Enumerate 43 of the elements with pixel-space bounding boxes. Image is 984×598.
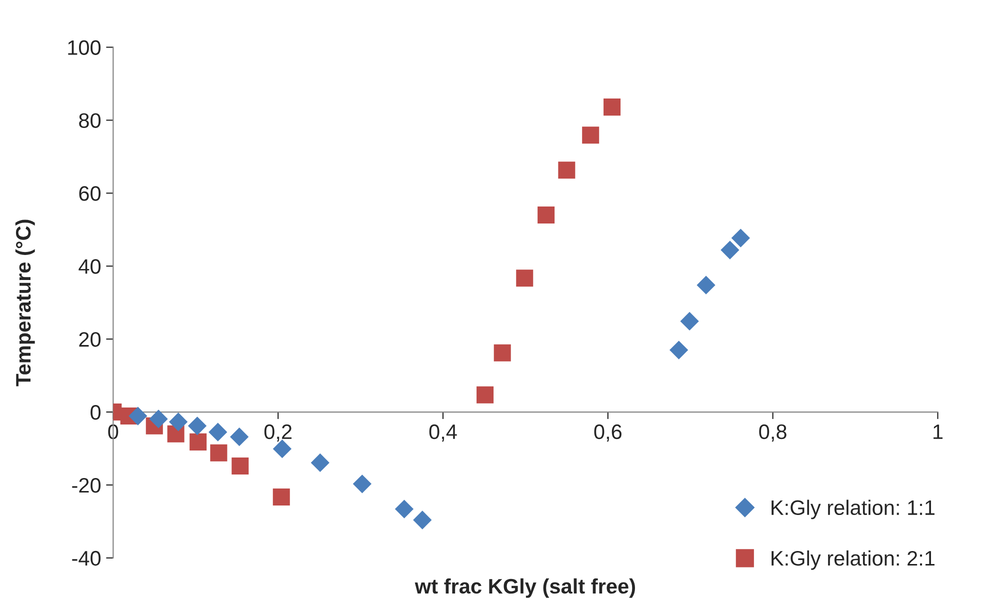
point: [413, 510, 432, 530]
point: [208, 422, 228, 442]
y-tick-label: 60: [79, 186, 101, 201]
point: [128, 406, 148, 426]
point: [232, 458, 249, 475]
point: [210, 444, 228, 462]
x-tick-label: 0,6: [594, 424, 622, 442]
x-tick-label: 0,8: [759, 424, 786, 442]
point: [230, 428, 249, 446]
y-tick-label: 20: [79, 332, 101, 347]
point: [352, 474, 372, 494]
point: [680, 312, 699, 331]
point: [720, 240, 740, 260]
point: [188, 416, 207, 436]
point: [516, 270, 534, 287]
point: [670, 340, 688, 360]
point: [149, 410, 168, 428]
y-tick-label: -20: [72, 478, 101, 493]
legend-label: K:Gly relation: 1:1: [772, 500, 934, 520]
y-axis-title: Temperature (°C): [15, 220, 35, 386]
point: [604, 98, 621, 116]
y-tick-label: 40: [78, 259, 101, 274]
point: [272, 488, 290, 506]
point: [190, 433, 207, 450]
point: [310, 453, 330, 472]
y-tick-label: 0: [90, 405, 101, 420]
point: [476, 386, 494, 404]
x-axis-title: wt frac KGly (salt free): [414, 578, 635, 598]
point: [582, 126, 600, 144]
y-tick-label: 80: [79, 113, 101, 128]
legend-label: K:Gly relation: 2:1: [772, 550, 934, 570]
point: [494, 344, 511, 362]
point: [538, 206, 555, 224]
x-tick-label: 0,4: [429, 424, 457, 442]
x-tick-label: 1: [934, 424, 943, 439]
x-tick-label: 0,2: [264, 424, 292, 442]
point: [558, 162, 576, 179]
point: [394, 500, 414, 518]
y-tick-label: 100: [68, 40, 101, 55]
point: [731, 228, 750, 248]
point: [696, 276, 716, 294]
point: [168, 412, 188, 432]
y-tick-label: -40: [72, 550, 101, 566]
